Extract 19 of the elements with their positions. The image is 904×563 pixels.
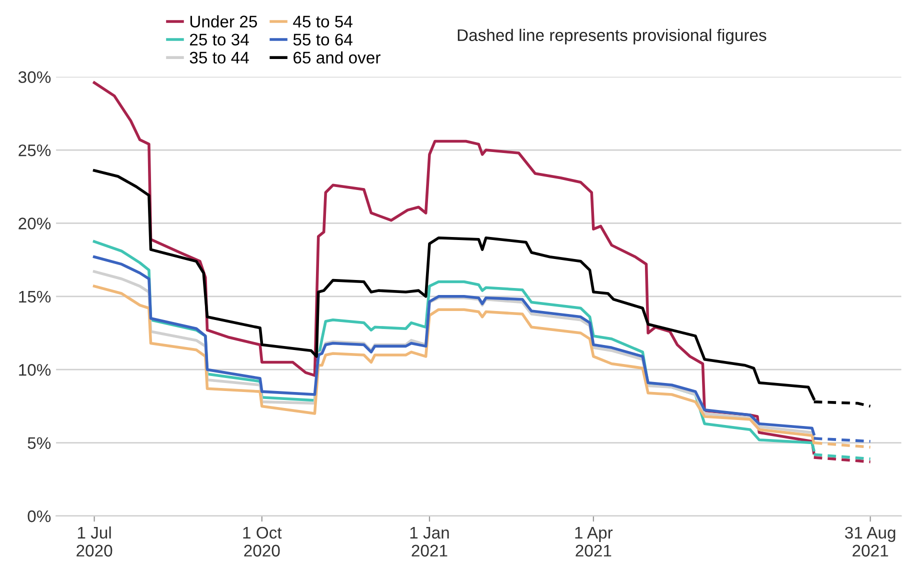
x-tick-label: 31 Aug 2021 [845,526,896,557]
legend-label: 35 to 44 [190,52,249,64]
y-tick-label: 20% [18,218,51,230]
y-tick-label: 0% [28,510,51,522]
x-tick-label: 1 Jan 2021 [410,527,449,557]
legend-label: 45 to 54 [293,16,352,28]
x-tick-label: 1 Apr 2021 [575,527,613,557]
y-tick-label: 5% [28,437,51,450]
x-tick-label: 1 Oct 2020 [243,526,282,557]
legend-label: 55 to 64 [293,34,352,46]
y-tick-label: 10% [19,364,51,376]
legend-label: Under 25 [190,15,258,28]
legend-label: 25 to 34 [190,34,249,46]
text: Dashed line represents provisional figures [458,28,766,44]
legend-label: 65 and over [294,51,380,64]
y-tick-label: 25% [18,144,51,156]
y-tick-label: 30% [18,71,51,84]
y-tick-label: 15% [19,290,51,303]
x-tick-label: 1 Jul 2020 [76,526,112,557]
